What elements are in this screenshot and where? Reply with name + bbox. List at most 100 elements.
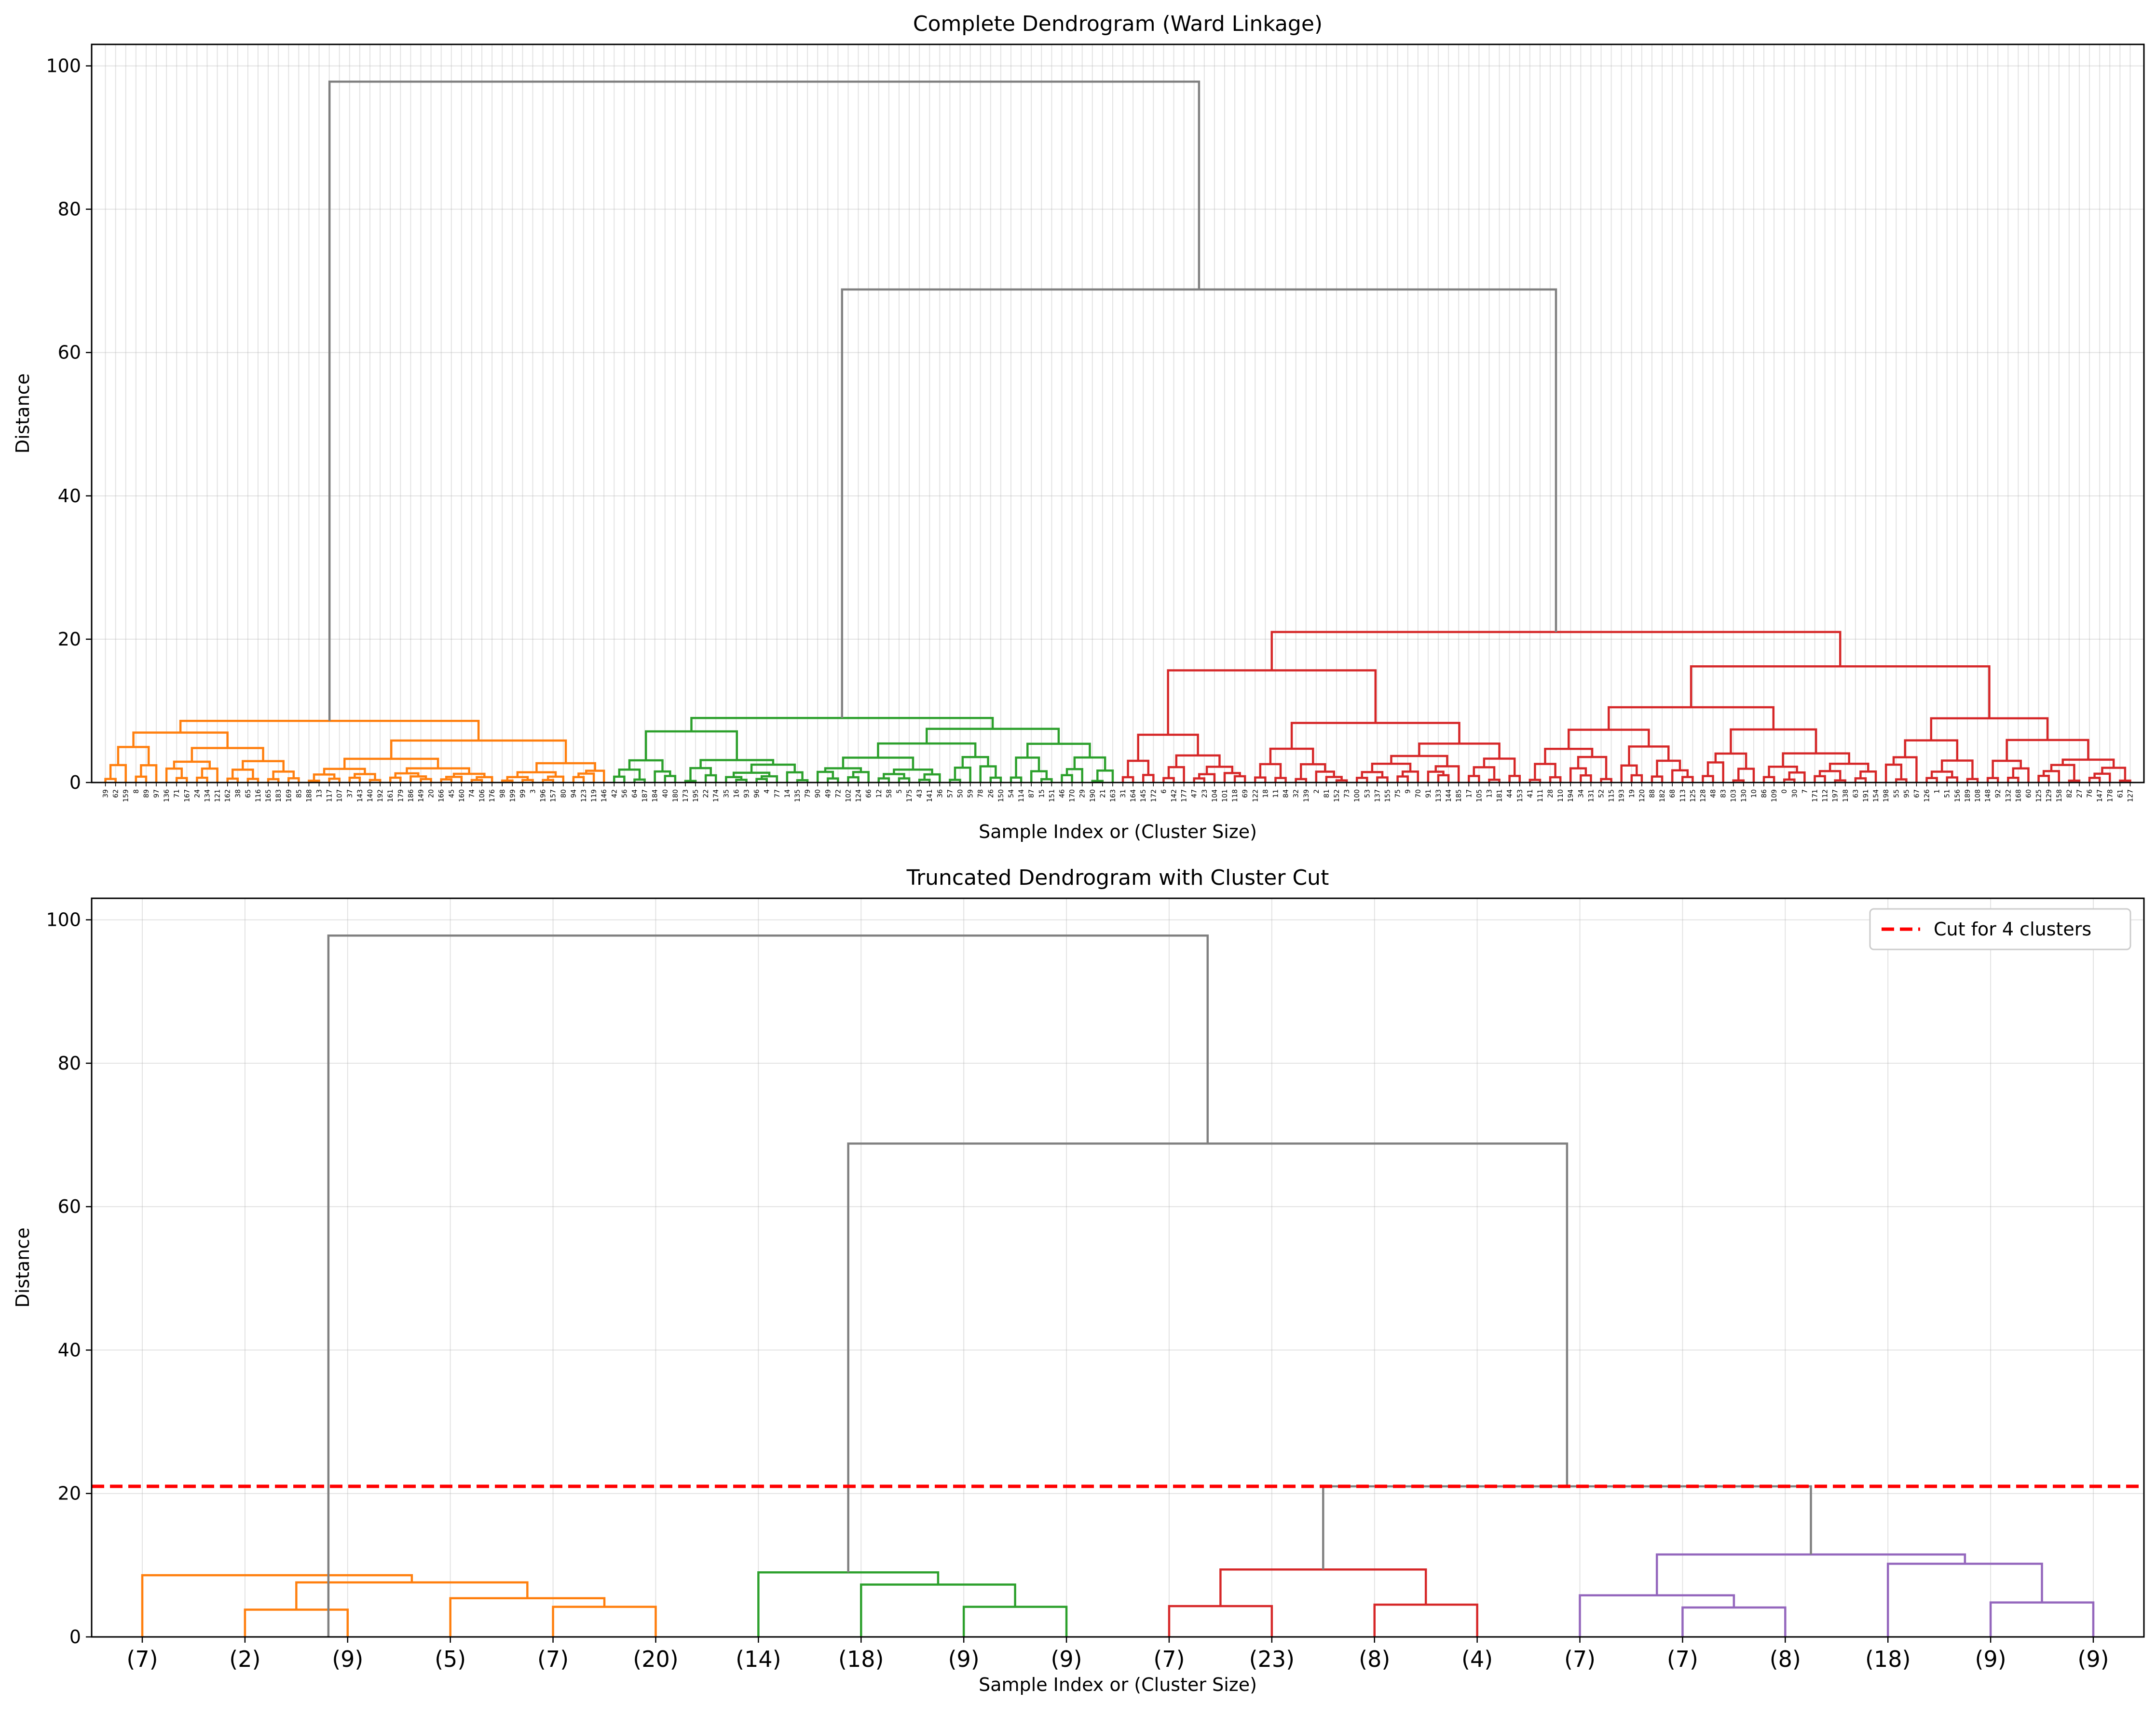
x-tick-label: 76 [2086, 789, 2094, 798]
dendrogram-link [406, 767, 470, 774]
dendrogram-link [409, 775, 427, 783]
x-tick-label: 20 [428, 789, 436, 798]
x-tick-label: 30 [1791, 789, 1799, 798]
x-tick-label: 173 [682, 789, 690, 802]
x-tick-label: 40 [662, 789, 669, 798]
x-tick-label: 119 [590, 789, 598, 802]
x-tick-label: 71 [173, 789, 181, 798]
x-tick-label: 85 [295, 789, 303, 798]
x-tick-label: 88 [1649, 789, 1656, 798]
dendrogram-link [1854, 777, 1867, 783]
x-tick-label: 180 [672, 789, 680, 802]
dendrogram-link [1473, 766, 1496, 780]
x-tick-label: 50 [957, 789, 965, 798]
x-tick-label: (18) [838, 1646, 884, 1672]
dendrogram-link [308, 780, 320, 783]
x-tick-label: 134 [204, 789, 211, 802]
y-tick-label: 80 [58, 1053, 81, 1074]
dendrogram-link [1437, 774, 1450, 783]
x-tick-label: 118 [1231, 789, 1239, 802]
x-axis-label: Sample Index or (Cluster Size) [979, 1674, 1257, 1695]
dendrogram-link [1892, 756, 1918, 783]
dendrogram-link [327, 934, 1209, 1637]
dendrogram-link [877, 742, 977, 758]
x-tick-label: 47 [1191, 789, 1199, 798]
y-axis-label: Distance [12, 1227, 33, 1307]
x-tick-label: 41 [1527, 789, 1534, 798]
x-tick-label: 165 [265, 789, 273, 802]
x-tick-label: 195 [692, 789, 700, 802]
dendrogram-links [141, 934, 2095, 1637]
x-tick-label: 9 [1405, 789, 1412, 794]
x-tick-label: 83 [1720, 789, 1728, 798]
plot-frame [91, 43, 2145, 783]
dendrogram-link [1390, 755, 1448, 767]
x-tick-label: 113 [1679, 789, 1687, 802]
dendrogram-link [1162, 777, 1175, 783]
x-tick-label: 61 [2116, 789, 2124, 798]
x-tick-label: 82 [2066, 789, 2074, 798]
dendrogram-link [1295, 778, 1308, 783]
dendrogram-link [1142, 774, 1155, 783]
x-tick-label: 98 [499, 789, 506, 798]
x-tick-label: 45 [448, 789, 456, 798]
x-tick-label: 38 [234, 789, 242, 798]
x-tick-label: 163 [1109, 789, 1117, 802]
x-tick-label: 18 [1262, 789, 1269, 798]
x-tick-label: 101 [1221, 789, 1229, 802]
legend-box [1869, 908, 2131, 950]
dendrogram-link [1884, 763, 1903, 783]
dendrogram-link [1269, 747, 1314, 765]
x-tick-label: 140 [367, 789, 374, 802]
x-tick-label: 115 [1608, 789, 1616, 802]
x-tick-label: (4) [1461, 1646, 1493, 1672]
x-tick-label: 0 [1781, 789, 1788, 794]
x-tick-label: 192 [377, 789, 384, 802]
y-tick-label: 0 [69, 772, 81, 793]
x-tick-label: 139 [1303, 789, 1310, 802]
x-axis-ticks: (7) (2) (9) (5) (7) (20) (14) (18) (9) (9) (7) (23)… [126, 1637, 2109, 1672]
x-tick-label: 87 [1028, 789, 1036, 798]
dendrogram-link [1205, 766, 1234, 774]
x-tick-label: 103 [1730, 789, 1738, 802]
x-tick-label: (18) [1865, 1646, 1910, 1672]
y-tick-label: 40 [58, 1339, 81, 1360]
legend-label: Cut for 4 clusters [1934, 919, 2091, 940]
dendrogram-link [1818, 770, 1842, 781]
dendrogram-link [420, 778, 432, 783]
x-tick-label: 19 [1628, 789, 1636, 798]
x-tick-label: 13 [1486, 789, 1493, 798]
x-tick-label: 120 [1638, 789, 1646, 802]
x-tick-label: 157 [550, 789, 558, 802]
x-tick-label: 156 [1954, 789, 1962, 802]
x-tick-label: 65 [245, 789, 252, 798]
dendrogram-link [1434, 765, 1460, 783]
x-tick-label: 160 [458, 789, 466, 802]
legend: Cut for 4 clusters [1869, 908, 2131, 950]
dendrogram-link [1568, 728, 1650, 749]
x-tick-label: 31 [1119, 789, 1127, 798]
x-tick-label: 59 [967, 789, 975, 798]
x-tick-label: 138 [1842, 789, 1850, 802]
x-tick-label: 63 [1852, 789, 1860, 798]
x-tick-label: 158 [2056, 789, 2063, 802]
x-tick-label: (7) [126, 1646, 158, 1672]
x-tick-label: 121 [214, 789, 222, 802]
dendrogram-link [1026, 742, 1091, 758]
x-tick-label: 64 [631, 789, 639, 798]
dendrogram-link [1886, 1563, 2043, 1637]
x-tick-label: 89 [143, 789, 150, 798]
y-axis-ticks: 0 20 40 60 80 100 [46, 909, 92, 1648]
x-tick-label: 52 [1598, 789, 1606, 798]
x-tick-label: 75 [1394, 789, 1402, 798]
dendrogram-link [501, 779, 514, 783]
dendrogram-link [1681, 1606, 1787, 1637]
x-tick-label: 126 [1924, 789, 1931, 802]
x-tick-label: 123 [580, 789, 588, 802]
x-tick-label: (14) [736, 1646, 781, 1672]
x-tick-label: 34 [1577, 789, 1585, 798]
x-tick-label: 91 [1425, 789, 1433, 798]
x-tick-label: 96 [753, 789, 761, 798]
x-tick-label: (20) [633, 1646, 678, 1672]
x-tick-label: 182 [1659, 789, 1666, 802]
